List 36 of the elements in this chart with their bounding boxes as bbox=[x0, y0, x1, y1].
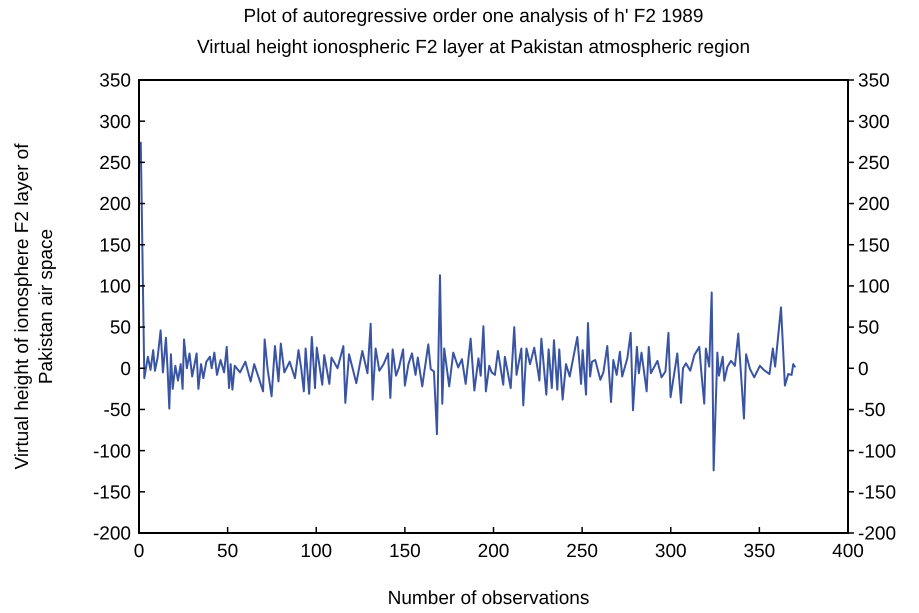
y2-tick-label: 0 bbox=[858, 358, 869, 380]
x-tick-label: 50 bbox=[217, 541, 238, 562]
y-tick-label: 150 bbox=[99, 235, 131, 256]
y-tick-label: -50 bbox=[104, 400, 131, 422]
x-axis-title: Number of observations bbox=[388, 588, 590, 609]
y-tick-label: 50 bbox=[110, 318, 131, 339]
y2-tick-label: -50 bbox=[858, 400, 886, 422]
chart-subtitle: Virtual height ionospheric F2 layer at Pakistan atmospheric region bbox=[196, 37, 750, 58]
line-series bbox=[140, 142, 796, 472]
y2-tick-label: 150 bbox=[858, 235, 890, 256]
x-tick-label: 250 bbox=[566, 541, 598, 562]
y-tick-label: -100 bbox=[92, 441, 131, 462]
x-tick-label: 0 bbox=[134, 541, 144, 562]
y2-tick-label: 50 bbox=[858, 318, 880, 339]
y-tick-label: 100 bbox=[99, 276, 131, 298]
y-tick-label: -200 bbox=[92, 524, 131, 545]
y-tick-label: 0 bbox=[120, 358, 131, 380]
x-tick-label: 100 bbox=[300, 541, 332, 562]
chart-title: Plot of autoregressive order one analysis of h' F2 1989 bbox=[244, 6, 704, 27]
y-tick-label: 300 bbox=[99, 112, 131, 133]
y-tick-label: -150 bbox=[92, 482, 131, 504]
y-tick-label: 350 bbox=[99, 70, 131, 92]
y2-tick-label: -150 bbox=[858, 482, 896, 504]
y2-tick-label: -100 bbox=[858, 441, 896, 462]
y-tick-label: 200 bbox=[99, 194, 131, 216]
y2-tick-label: 300 bbox=[858, 112, 890, 133]
x-tick-label: 200 bbox=[478, 541, 510, 562]
x-tick-label: 300 bbox=[654, 541, 687, 562]
x-tick-label: 350 bbox=[744, 541, 776, 562]
y2-tick-label: 350 bbox=[858, 70, 890, 92]
y2-tick-label: 200 bbox=[858, 194, 890, 216]
y2-tick-label: 100 bbox=[858, 276, 890, 298]
y-tick-label: 250 bbox=[99, 153, 131, 174]
y-axis-title: Virtual height of ionosphere F2 layer of Pakistan air space bbox=[12, 142, 57, 470]
y2-tick-label: 250 bbox=[858, 153, 890, 174]
x-tick-label: 150 bbox=[389, 541, 421, 562]
